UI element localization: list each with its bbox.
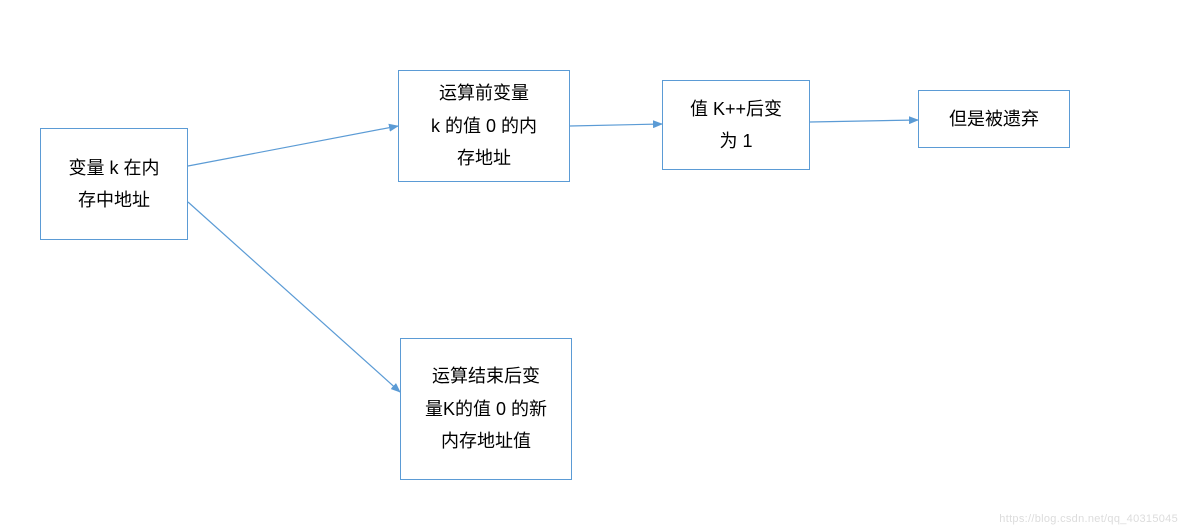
edges-layer [0, 0, 1184, 529]
node-label: 运算结束后变量K的值 0 的新内存地址值 [425, 360, 547, 457]
watermark: https://blog.csdn.net/qq_40315045 [999, 513, 1178, 525]
node-label: 但是被遗弃 [949, 103, 1039, 135]
edge-arrow [188, 126, 398, 166]
node-before-op: 运算前变量k 的值 0 的内存地址 [398, 70, 570, 182]
watermark-text: https://blog.csdn.net/qq_40315045 [999, 513, 1178, 525]
edge-arrow [188, 202, 400, 392]
node-kpp-becomes-1: 值 K++后变为 1 [662, 80, 810, 170]
node-label: 变量 k 在内存中地址 [68, 152, 159, 217]
node-var-k-memory: 变量 k 在内存中地址 [40, 128, 188, 240]
edge-arrow [810, 120, 918, 122]
node-after-op: 运算结束后变量K的值 0 的新内存地址值 [400, 338, 572, 480]
node-label: 值 K++后变为 1 [690, 93, 782, 158]
node-label: 运算前变量k 的值 0 的内存地址 [431, 77, 537, 174]
edge-arrow [570, 124, 662, 126]
node-discarded: 但是被遗弃 [918, 90, 1070, 148]
